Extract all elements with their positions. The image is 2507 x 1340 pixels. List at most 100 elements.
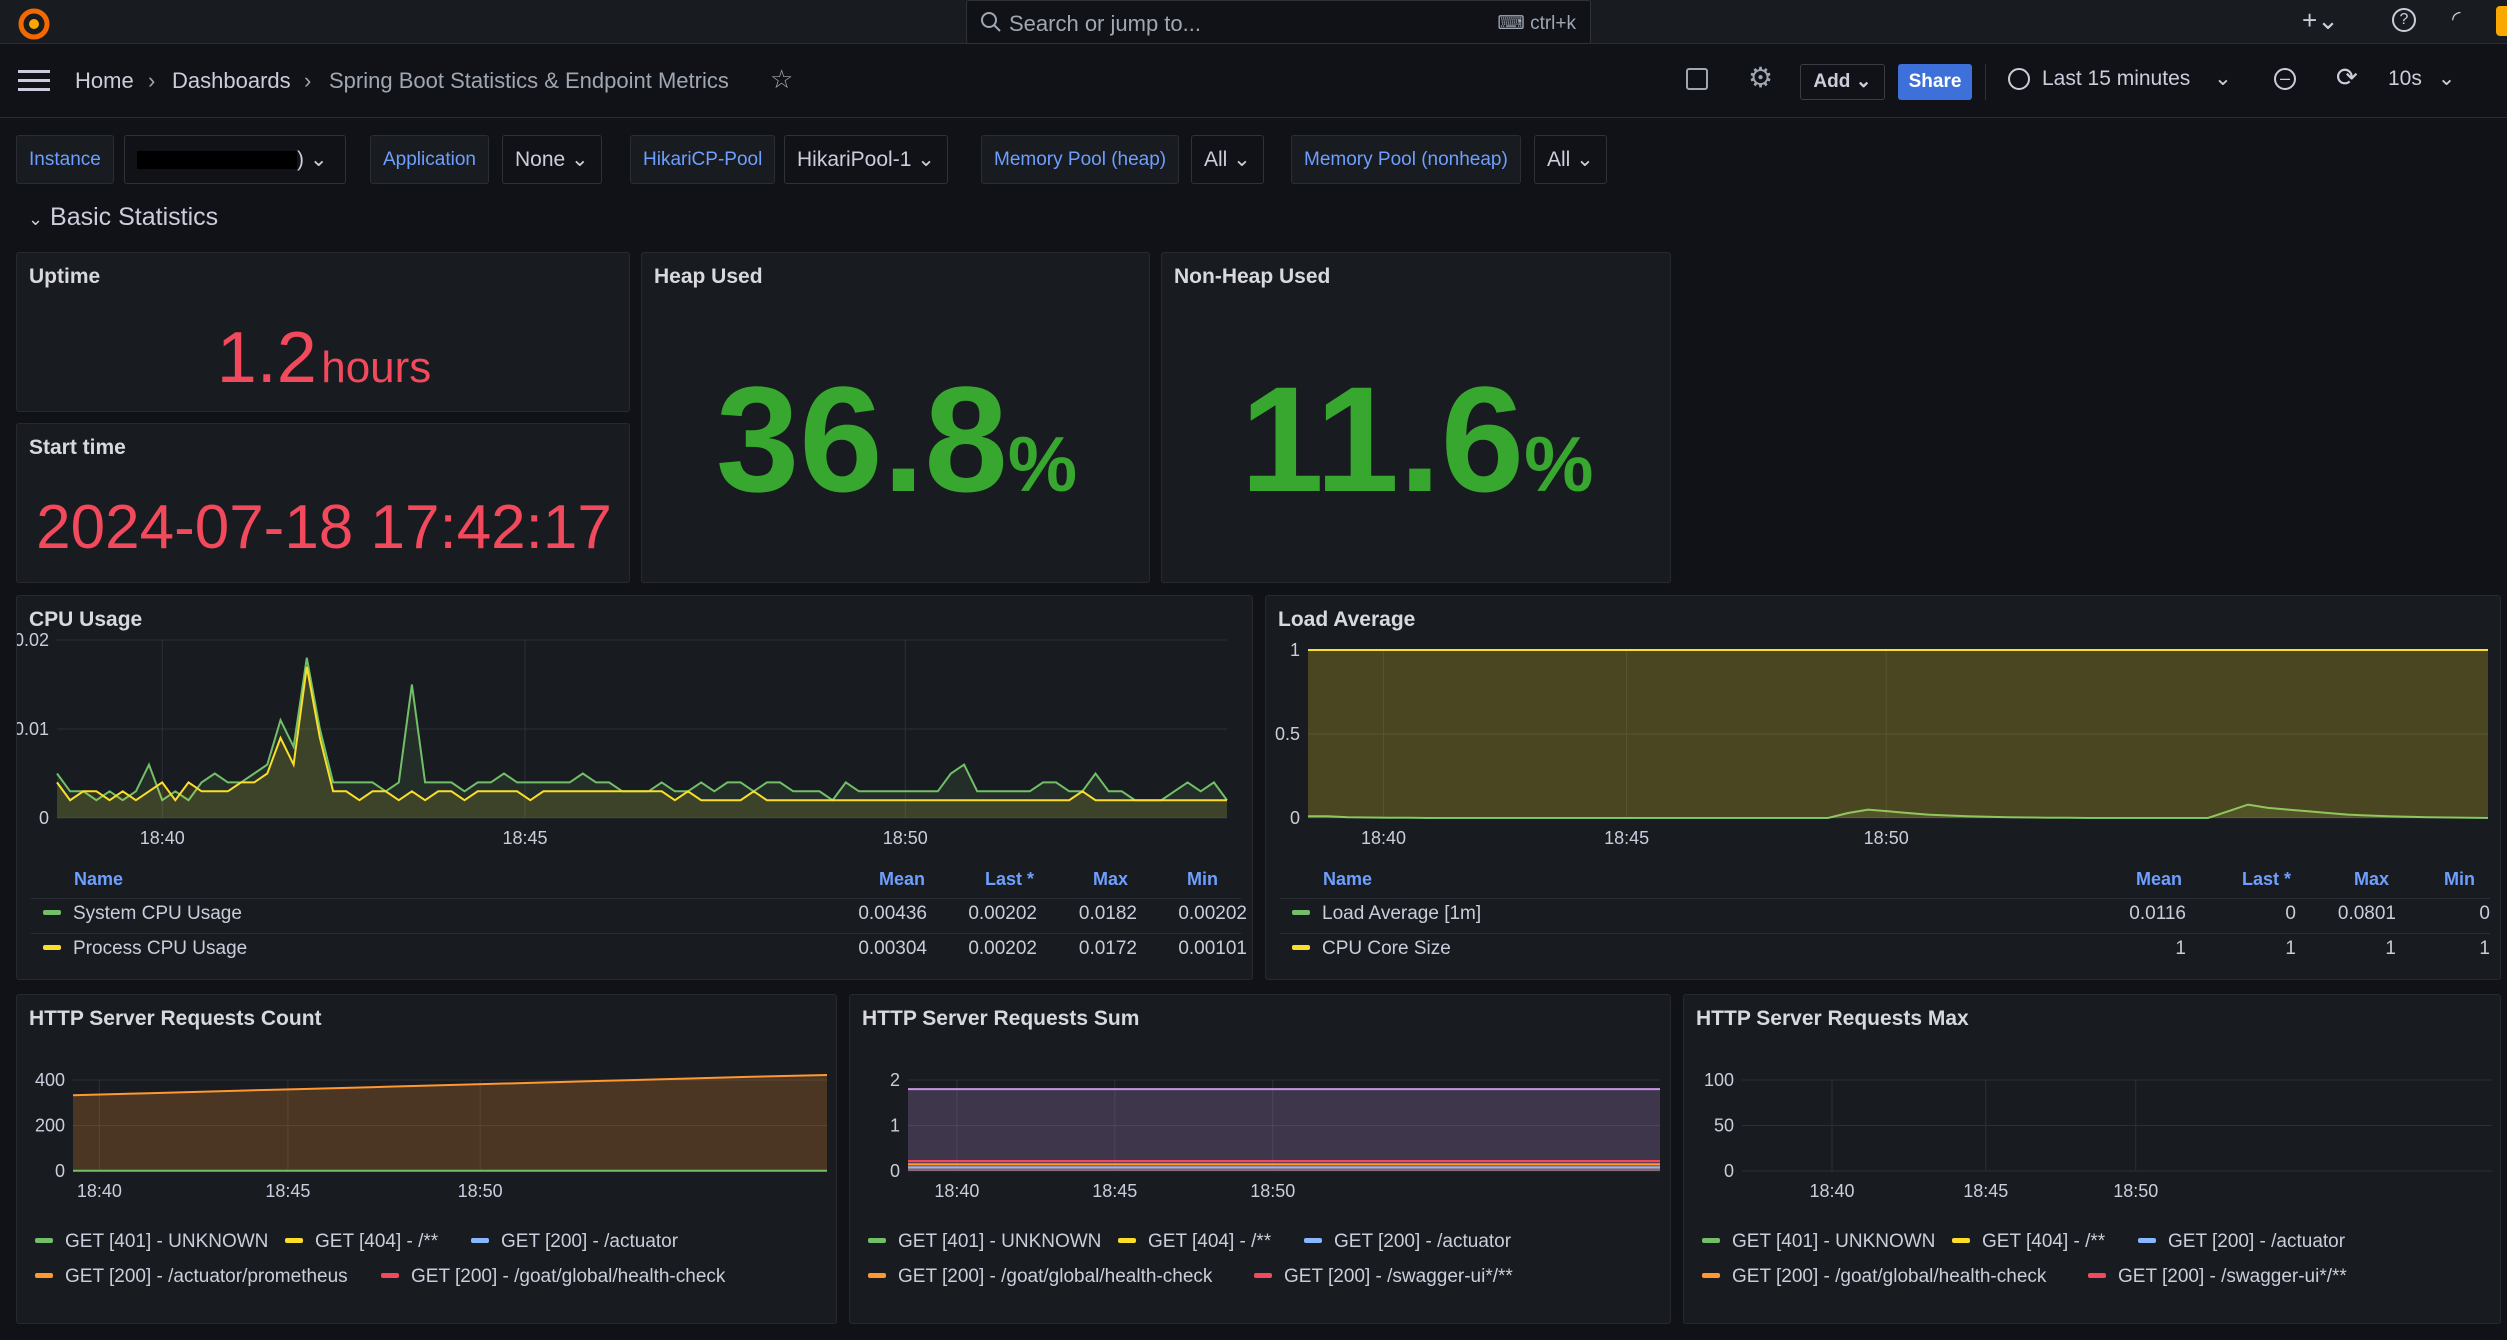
panel-start-time[interactable]: Start time 2024-07-18 17:42:17	[16, 423, 630, 583]
hikaricp-pool-value: HikariPool-1	[797, 148, 912, 171]
menu-icon[interactable]	[18, 70, 50, 92]
variable-select-instance[interactable]: ) ⌄	[124, 135, 346, 184]
legend-item[interactable]: GET [404] - /**	[285, 1231, 438, 1253]
panel-http-requests-count[interactable]: HTTP Server Requests Count 0 200 400 18:40 1…	[16, 994, 837, 1324]
legend-item-cpu-core-size[interactable]: CPU Core Size	[1292, 938, 1451, 960]
legend-name: GET [200] - /goat/global/health-check	[411, 1266, 726, 1287]
legend-item[interactable]: GET [200] - /actuator	[1304, 1231, 1511, 1253]
load-average-chart[interactable]: 0 0.5 1 18:40 18:45 18:50	[1266, 596, 2502, 886]
y-tick-label: 0.5	[1275, 724, 1300, 744]
row-basic-statistics[interactable]: ⌄ Basic Statistics	[28, 203, 218, 232]
panel-cpu-usage[interactable]: CPU Usage 0 0.01 0.02 18:40 18:45 18:50 Name …	[16, 595, 1253, 980]
breadcrumb-home[interactable]: Home	[75, 68, 134, 93]
legend-swatch	[43, 944, 61, 950]
y-tick-label: 200	[35, 1116, 65, 1136]
profile-avatar[interactable]	[2496, 6, 2507, 36]
uptime-stat: 1.2 hours	[17, 317, 631, 399]
star-icon[interactable]: ☆	[770, 64, 794, 94]
x-tick-label: 18:45	[1963, 1181, 2008, 1201]
panel-heap-used[interactable]: Heap Used 36.8%	[641, 252, 1150, 583]
x-tick-label: 18:40	[1361, 828, 1406, 848]
legend-item[interactable]: GET [200] - /swagger-ui*/**	[1254, 1266, 1513, 1288]
x-tick-label: 18:50	[883, 828, 928, 848]
memory-pool-nonheap-value: All	[1547, 148, 1571, 171]
application-value: None	[515, 148, 566, 171]
new-plus-icon[interactable]: +⌄	[2302, 5, 2339, 35]
legend-swatch	[1118, 1237, 1136, 1243]
grafana-logo-icon[interactable]	[14, 2, 58, 46]
http-requests-count-chart[interactable]: 0 200 400 18:40 18:45 18:50	[17, 995, 838, 1225]
legend-swatch	[1702, 1272, 1720, 1278]
zoom-out-icon[interactable]: –	[2274, 68, 2296, 90]
legend-name: GET [200] - /goat/global/health-check	[1732, 1266, 2047, 1287]
heap-stat: 36.8%	[642, 353, 1151, 526]
variable-select-hikaricp-pool[interactable]: HikariPool-1 ⌄	[784, 135, 948, 184]
toolbar-divider	[1985, 64, 1986, 100]
variable-select-application[interactable]: None ⌄	[502, 135, 602, 184]
legend-divider	[1280, 933, 2490, 934]
series-area	[73, 1075, 827, 1171]
legend-item-load-average[interactable]: Load Average [1m]	[1292, 903, 1481, 925]
y-tick-label: 1	[1290, 640, 1300, 660]
legend-header-mean: Mean	[879, 869, 926, 889]
legend-item[interactable]: GET [200] - /goat/global/health-check	[381, 1266, 725, 1288]
http-requests-max-chart[interactable]: 0 50 100 18:40 18:45 18:50	[1684, 995, 2502, 1225]
search-shortcut: ⌨ ctrl+k	[1497, 13, 1576, 34]
time-range-picker[interactable]: Last 15 minutes ⌄	[2008, 66, 2232, 91]
clock-icon	[2008, 68, 2030, 91]
add-button[interactable]: Add ⌄	[1800, 64, 1885, 100]
panel-uptime[interactable]: Uptime 1.2 hours	[16, 252, 630, 412]
legend-item[interactable]: GET [200] - /actuator/prometheus	[35, 1266, 348, 1288]
legend-item[interactable]: GET [200] - /actuator	[2138, 1231, 2345, 1253]
y-tick-label: 400	[35, 1070, 65, 1090]
legend-item[interactable]: GET [404] - /**	[1952, 1231, 2105, 1253]
help-icon[interactable]: ?	[2392, 8, 2416, 32]
search-input[interactable]: Search or jump to... ⌨ ctrl+k	[966, 0, 1591, 44]
panel-non-heap-used[interactable]: Non-Heap Used 11.6%	[1161, 252, 1671, 583]
variable-select-memory-pool-nonheap[interactable]: All ⌄	[1534, 135, 1607, 184]
legend-item[interactable]: GET [200] - /actuator	[471, 1231, 678, 1253]
legend-min: 0.00202	[1178, 903, 1247, 924]
panel-title: Uptime	[29, 265, 101, 288]
x-tick-label: 18:40	[1809, 1181, 1854, 1201]
http-requests-sum-chart[interactable]: 0 1 2 18:40 18:45 18:50	[850, 995, 1672, 1225]
legend-item[interactable]: GET [200] - /goat/global/health-check	[868, 1266, 1212, 1288]
legend-item-system-cpu[interactable]: System CPU Usage	[43, 903, 242, 925]
legend-divider	[31, 933, 1241, 934]
share-button[interactable]: Share	[1898, 64, 1972, 100]
variable-select-memory-pool-heap[interactable]: All ⌄	[1191, 135, 1264, 184]
legend-header-min: Min	[1187, 869, 1218, 889]
legend-name: GET [200] - /swagger-ui*/**	[1284, 1266, 1513, 1287]
legend-item[interactable]: GET [401] - UNKNOWN	[868, 1231, 1101, 1253]
y-tick-label: 0	[55, 1161, 65, 1181]
cpu-usage-chart[interactable]: 0 0.01 0.02 18:40 18:45 18:50	[17, 596, 1254, 886]
legend-name: GET [401] - UNKNOWN	[65, 1231, 269, 1252]
panel-http-requests-sum[interactable]: HTTP Server Requests Sum 0 1 2 18:40 18:45 18…	[849, 994, 1671, 1324]
legend-item[interactable]: GET [401] - UNKNOWN	[1702, 1231, 1935, 1253]
legend-swatch	[285, 1237, 303, 1243]
legend-swatch	[381, 1272, 399, 1278]
legend-name: GET [200] - /actuator/prometheus	[65, 1266, 348, 1287]
settings-gear-icon[interactable]: ⚙	[1748, 62, 1774, 93]
panel-load-average[interactable]: Load Average 0 0.5 1 18:40 18:45 18:50 Name M…	[1265, 595, 2501, 980]
news-feed-icon[interactable]: ◜	[2452, 6, 2461, 31]
save-dashboard-icon[interactable]	[1686, 68, 1708, 90]
y-tick-label: 100	[1704, 1070, 1734, 1090]
y-tick-label: 1	[890, 1116, 900, 1136]
legend-name: GET [200] - /actuator	[2168, 1231, 2346, 1252]
refresh-icon[interactable]: ⟳	[2336, 62, 2358, 92]
x-tick-label: 18:50	[1864, 828, 1909, 848]
breadcrumb-dashboards[interactable]: Dashboards	[172, 68, 291, 93]
refresh-interval-picker[interactable]: 10s ⌄	[2388, 66, 2455, 91]
nav-bar: Home › Dashboards › Spring Boot Statisti…	[0, 44, 2507, 118]
legend-item[interactable]: GET [200] - /goat/global/health-check	[1702, 1266, 2046, 1288]
legend-item[interactable]: GET [401] - UNKNOWN	[35, 1231, 268, 1253]
panel-http-requests-max[interactable]: HTTP Server Requests Max 0 50 100 18:40 18:4…	[1683, 994, 2501, 1324]
panel-title: HTTP Server Requests Sum	[862, 1007, 1140, 1030]
legend-item-process-cpu[interactable]: Process CPU Usage	[43, 938, 247, 960]
legend-item[interactable]: GET [404] - /**	[1118, 1231, 1271, 1253]
legend-header-last: Last *	[2242, 869, 2292, 889]
legend-name: GET [200] - /actuator	[501, 1231, 679, 1252]
collapse-chevron-icon: ⌄	[28, 209, 44, 229]
legend-item[interactable]: GET [200] - /swagger-ui*/**	[2088, 1266, 2347, 1288]
